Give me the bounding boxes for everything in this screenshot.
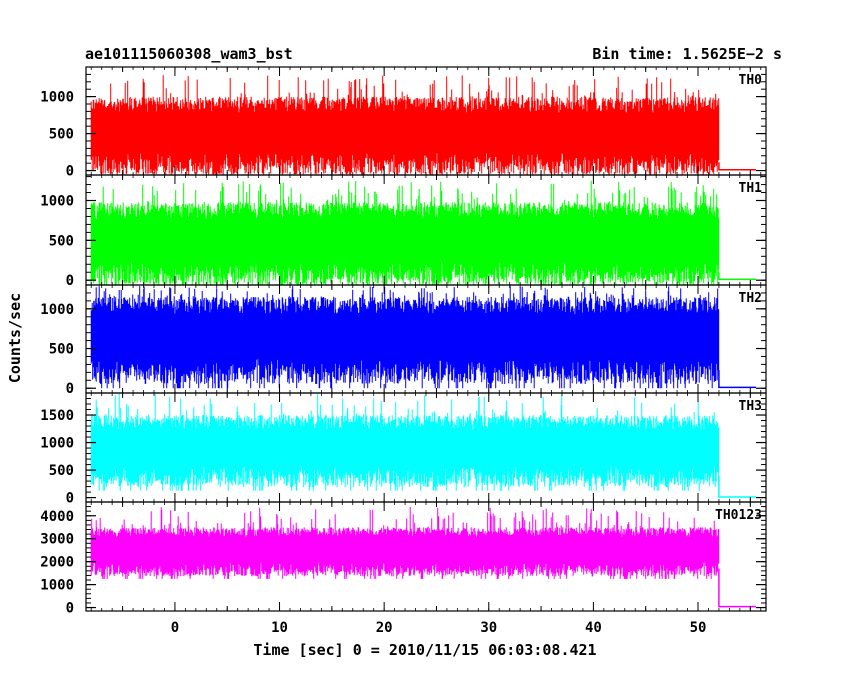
panel-th0: 0 500 1000 TH0 — [40, 66, 767, 180]
series-tail-th3 — [718, 475, 756, 498]
y-tick-label: 500 — [49, 342, 74, 358]
y-tick-label: 0 — [66, 491, 74, 507]
y-tick-label: 500 — [49, 127, 74, 143]
y-tick-label: 1000 — [40, 302, 74, 318]
series-th0123 — [90, 506, 720, 579]
series-th1 — [90, 180, 720, 286]
y-tick-label: 0 — [66, 601, 74, 617]
x-tick-label: 20 — [376, 620, 393, 636]
y-tick-label: 4000 — [40, 509, 74, 525]
series-tail-th0 — [718, 162, 756, 171]
y-axis-label: Counts/sec — [6, 293, 24, 383]
panels: 0 500 1000 TH0 0 500 1000 TH1 0 500 1000 TH2 0 500 100… — [40, 66, 767, 617]
panel-th3: 0 500 1000 1500 TH3 — [40, 392, 767, 507]
x-tick-label: 50 — [690, 620, 707, 636]
x-tick-label: 30 — [480, 620, 497, 636]
y-tick-label: 2000 — [40, 555, 74, 571]
series-th2 — [90, 285, 720, 389]
chart-title: ae101115060308_wam3_bst — [85, 45, 293, 63]
x-tick-label: 0 — [171, 620, 179, 636]
panel-label: TH0123 — [715, 508, 762, 523]
series-th0 — [90, 75, 720, 176]
panel-label: TH0 — [739, 73, 763, 88]
y-tick-label: 0 — [66, 273, 74, 289]
x-axis-label: Time [sec] 0 = 2010/11/15 06:03:08.421 — [253, 641, 596, 659]
panel-th2: 0 500 1000 TH2 — [40, 284, 767, 397]
x-tick-label: 40 — [585, 620, 602, 636]
y-tick-label: 500 — [49, 233, 74, 249]
x-axis: 0 10 20 30 40 50 — [171, 620, 707, 636]
x-tick-label: 10 — [271, 620, 288, 636]
series-tail-th0123 — [718, 568, 756, 608]
y-tick-label: 3000 — [40, 532, 74, 548]
y-tick-label: 500 — [49, 463, 74, 479]
series-tail-th1 — [718, 272, 756, 281]
series-tail-th2 — [718, 370, 756, 389]
y-tick-label: 1000 — [40, 90, 74, 106]
panel-label: TH1 — [739, 181, 763, 196]
y-tick-label: 0 — [66, 381, 74, 397]
chart-subtitle: Bin time: 1.5625E−2 s — [592, 45, 782, 63]
panel-label: TH2 — [739, 291, 762, 306]
y-tick-label: 1000 — [40, 578, 74, 594]
series-th3 — [90, 393, 720, 491]
y-tick-label: 1000 — [40, 194, 74, 210]
y-tick-label: 1500 — [40, 408, 74, 424]
panel-th1: 0 500 1000 TH1 — [40, 174, 767, 289]
y-tick-label: 0 — [66, 164, 74, 180]
panel-label: TH3 — [739, 399, 762, 414]
y-tick-label: 1000 — [40, 436, 74, 452]
panel-th0123: 0 1000 2000 3000 4000 TH0123 — [40, 501, 767, 617]
